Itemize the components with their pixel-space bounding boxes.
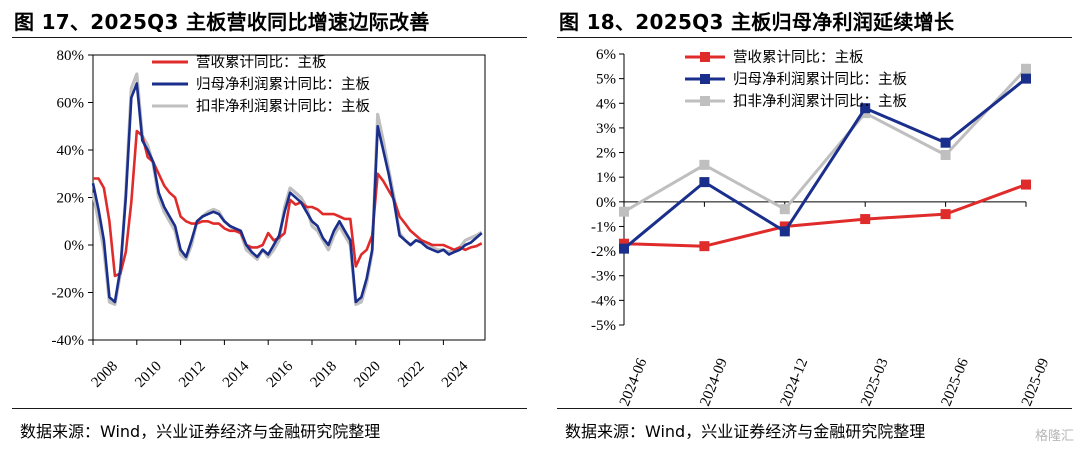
right-series-marker	[940, 150, 951, 161]
right-y-tick-label: 4%	[596, 96, 616, 112]
right-figure: 图 18、2025Q3 主板归母净利润延续增长 6% 5% 4% 3% 2% 1% 0% -1…	[545, 0, 1080, 455]
right-series-line	[623, 183, 1027, 248]
left-x-tick-label: 2016	[264, 358, 297, 391]
left-x-tick-label: 2020	[351, 358, 384, 391]
right-y-tick-label: -5%	[591, 318, 616, 334]
left-source-rule	[12, 408, 527, 409]
right-source-note: 数据来源：Wind，兴业证券经济与金融研究院整理	[565, 422, 926, 441]
right-line-chart: 6% 5% 4% 3% 2% 1% 0% -1% -2% -3% -4% -5% 2024-06 2024…	[591, 47, 1053, 408]
right-series-marker	[860, 214, 871, 225]
left-title-rule	[12, 37, 527, 38]
right-series-marker	[779, 204, 790, 215]
right-series-marker	[1021, 179, 1031, 190]
right-x-tick-label: 2024-09	[697, 356, 731, 408]
right-series-marker	[1021, 63, 1031, 74]
left-series-line	[93, 129, 483, 278]
right-legend-marker	[700, 96, 710, 106]
right-series-marker	[779, 226, 790, 237]
right-legend-marker	[700, 52, 710, 62]
left-x-tick-label: 2022	[395, 358, 428, 391]
left-y-tick-label: 60%	[57, 96, 85, 112]
right-x-tick-label: 2024-06	[617, 356, 651, 408]
left-x-tick-label: 2018	[308, 358, 341, 391]
left-legend-label: 扣非净利润累计同比：主板	[196, 97, 370, 115]
right-y-tick-label: -1%	[591, 219, 616, 235]
right-legend-marker	[700, 74, 710, 84]
right-y-tick-label: -3%	[591, 269, 616, 285]
right-series-line	[623, 77, 1027, 250]
left-x-tick-label: 2012	[176, 358, 209, 391]
right-y-tick-label: 5%	[596, 72, 616, 88]
right-series-marker	[699, 159, 710, 170]
left-x-tick-label: 2010	[132, 358, 165, 391]
left-figure: 图 17、2025Q3 主板营收同比增速边际改善 80% 60% 40% 20% 0% -…	[0, 0, 535, 455]
left-legend-label: 营收累计同比：主板	[196, 53, 327, 71]
right-x-tick-label: 2024-12	[778, 356, 812, 408]
right-series-marker	[940, 209, 951, 220]
right-y-tick-label: 3%	[596, 121, 616, 137]
right-x-tick-label: 2025-09	[1019, 356, 1053, 408]
left-source-note: 数据来源：Wind，兴业证券经济与金融研究院整理	[20, 422, 381, 441]
right-series-marker	[619, 243, 629, 254]
left-x-tick-label: 2014	[220, 358, 253, 391]
left-y-tick-label: 0%	[64, 238, 84, 254]
left-x-tick-label: 2008	[89, 358, 122, 391]
left-series-line	[91, 82, 483, 304]
right-legend-label: 扣非净利润累计同比：主板	[733, 92, 907, 110]
right-legend-label: 归母净利润累计同比：主板	[733, 70, 907, 88]
right-y-tick-label: -2%	[591, 244, 616, 260]
left-legend-label: 归母净利润累计同比：主板	[196, 75, 370, 93]
right-y-tick-label: 1%	[596, 170, 616, 186]
left-y-tick-label: 80%	[57, 48, 85, 64]
right-source-rule	[557, 408, 1072, 409]
right-series-marker	[699, 241, 710, 252]
left-line-chart: 80% 60% 40% 20% 0% -20% -40%2008 2010 2012 2014 20…	[52, 48, 486, 391]
right-y-tick-label: 0%	[596, 195, 616, 211]
right-series-line	[623, 67, 1028, 213]
watermark-text: 格隆汇	[1034, 429, 1074, 444]
right-y-tick-label: 2%	[596, 146, 616, 162]
right-figure-title: 图 18、2025Q3 主板归母净利润延续增长	[559, 10, 955, 34]
right-x-tick-label: 2025-06	[938, 356, 972, 408]
right-legend-label: 营收累计同比：主板	[733, 48, 864, 66]
left-y-tick-label: 40%	[57, 143, 85, 159]
right-series-marker	[860, 103, 871, 114]
left-y-tick-label: -40%	[52, 333, 85, 349]
left-y-tick-label: -20%	[52, 286, 85, 302]
left-figure-title: 图 17、2025Q3 主板营收同比增速边际改善	[14, 10, 430, 34]
right-series-marker	[1021, 73, 1031, 84]
left-y-tick-label: 20%	[57, 191, 85, 207]
right-series-marker	[699, 177, 710, 188]
left-x-tick-label: 2024	[439, 358, 472, 391]
right-series-marker	[940, 137, 951, 148]
right-y-tick-label: -4%	[591, 293, 616, 309]
right-series-marker	[619, 206, 629, 217]
right-x-tick-label: 2025-03	[858, 356, 892, 408]
right-y-tick-label: 6%	[596, 47, 616, 63]
right-title-rule	[557, 37, 1072, 38]
